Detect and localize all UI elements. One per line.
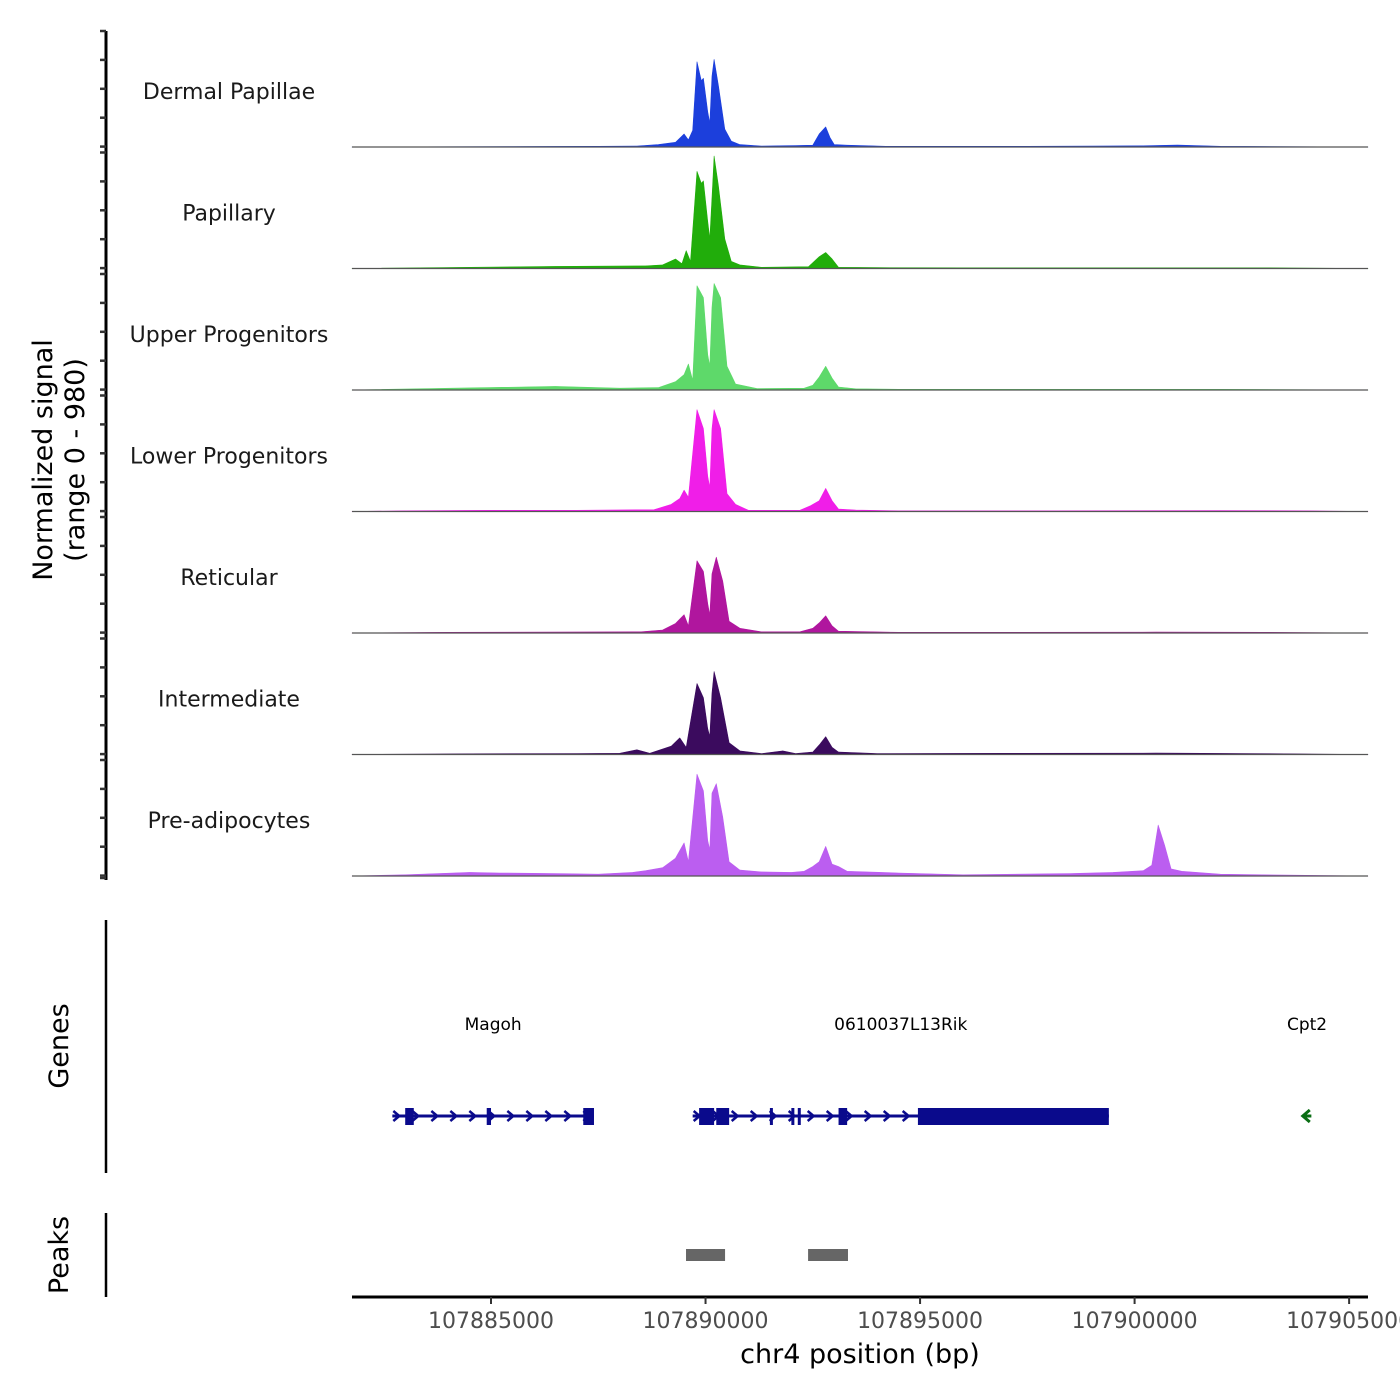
coverage-area [351, 556, 1369, 634]
exon [769, 1108, 773, 1125]
track-pre-adipocytes: Pre-adipocytes [148, 773, 1369, 877]
gene-cpt2: Cpt2 [1287, 1015, 1327, 1124]
peak-region [686, 1249, 726, 1261]
strand-chevron-icon [411, 1110, 421, 1122]
gene-label: Magoh [465, 1015, 522, 1035]
strand-chevron-icon [544, 1110, 554, 1122]
exon [583, 1108, 594, 1125]
strand-chevron-icon [430, 1110, 440, 1122]
strand-chevron-icon [806, 1110, 816, 1122]
coverage-area [351, 409, 1369, 512]
exon [917, 1108, 1109, 1125]
gene-magoh: Magoh [392, 1015, 594, 1125]
exon [716, 1108, 730, 1125]
genes-track: Magoh 0610037L13Rik Cpt2 [392, 1015, 1327, 1125]
strand-chevron-icon [563, 1110, 573, 1122]
strand-arrow-icon [1300, 1108, 1311, 1124]
track-label: Intermediate [158, 688, 300, 713]
exon [405, 1108, 414, 1125]
strand-chevron-icon [901, 1110, 911, 1122]
track-label: Reticular [180, 566, 278, 591]
track-label: Papillary [182, 202, 276, 227]
exon [838, 1108, 848, 1125]
coverage-area [351, 283, 1369, 391]
strand-chevron-icon [882, 1110, 892, 1122]
strand-chevron-icon [506, 1110, 516, 1122]
coverage-y-ticks [100, 29, 106, 880]
x-tick-label: 107890000 [643, 1309, 769, 1334]
gene-label: 0610037L13Rik [834, 1015, 967, 1035]
strand-chevron-icon [844, 1110, 854, 1122]
peaks-track-title: Peaks [44, 1216, 75, 1294]
x-axis-ticks: 107885000 107890000 107895000 107900000 1079… [428, 1297, 1400, 1334]
strand-chevron-icon [749, 1110, 759, 1122]
exon [486, 1108, 492, 1125]
gene-0610037l13rik: 0610037L13Rik [692, 1015, 1109, 1125]
strand-chevron-icon [525, 1110, 535, 1122]
strand-chevron-icon [787, 1110, 797, 1122]
track-label: Dermal Papillae [143, 80, 315, 105]
exon [797, 1108, 801, 1125]
strand-chevron-icon [863, 1110, 873, 1122]
y-title-line-2: (range 0 - 980) [60, 358, 91, 562]
coverage-area [351, 773, 1369, 877]
track-lower-progenitors: Lower Progenitors [130, 409, 1369, 513]
x-tick-label: 107900000 [1072, 1309, 1198, 1334]
coverage-tracks: Dermal Papillae Papillary Upper Progenitor… [130, 59, 1369, 877]
x-tick-label: 107885000 [428, 1309, 554, 1334]
strand-chevron-icon [392, 1110, 402, 1122]
track-label: Lower Progenitors [130, 445, 328, 470]
x-axis-title: chr4 position (bp) [740, 1339, 980, 1370]
track-papillary: Papillary [182, 155, 1369, 270]
track-upper-progenitors: Upper Progenitors [130, 283, 1369, 391]
track-intermediate: Intermediate [158, 671, 1369, 756]
y-title-line-1: Normalized signal [28, 339, 59, 581]
exon [699, 1108, 715, 1125]
peak-region [808, 1249, 848, 1261]
track-dermal-papillae: Dermal Papillae [143, 59, 1369, 148]
track-reticular: Reticular [180, 556, 1369, 634]
x-tick-label: 107895000 [857, 1309, 983, 1334]
coverage-area [351, 59, 1369, 148]
track-label: Pre-adipocytes [148, 809, 311, 834]
gene-label: Cpt2 [1287, 1015, 1327, 1035]
strand-chevron-icon [730, 1110, 740, 1122]
peaks-track [686, 1249, 848, 1261]
x-tick-label: 107905000 [1286, 1309, 1400, 1334]
strand-chevron-icon [825, 1110, 835, 1122]
genes-track-title: Genes [44, 1003, 75, 1088]
coverage-area [351, 155, 1369, 269]
strand-chevron-icon [468, 1110, 478, 1122]
exon [791, 1108, 795, 1125]
coverage-area [351, 671, 1369, 755]
track-label: Upper Progenitors [130, 323, 329, 348]
coverage-y-axis-title: Normalized signal (range 0 - 980) [28, 339, 91, 581]
strand-chevron-icon [449, 1110, 459, 1122]
